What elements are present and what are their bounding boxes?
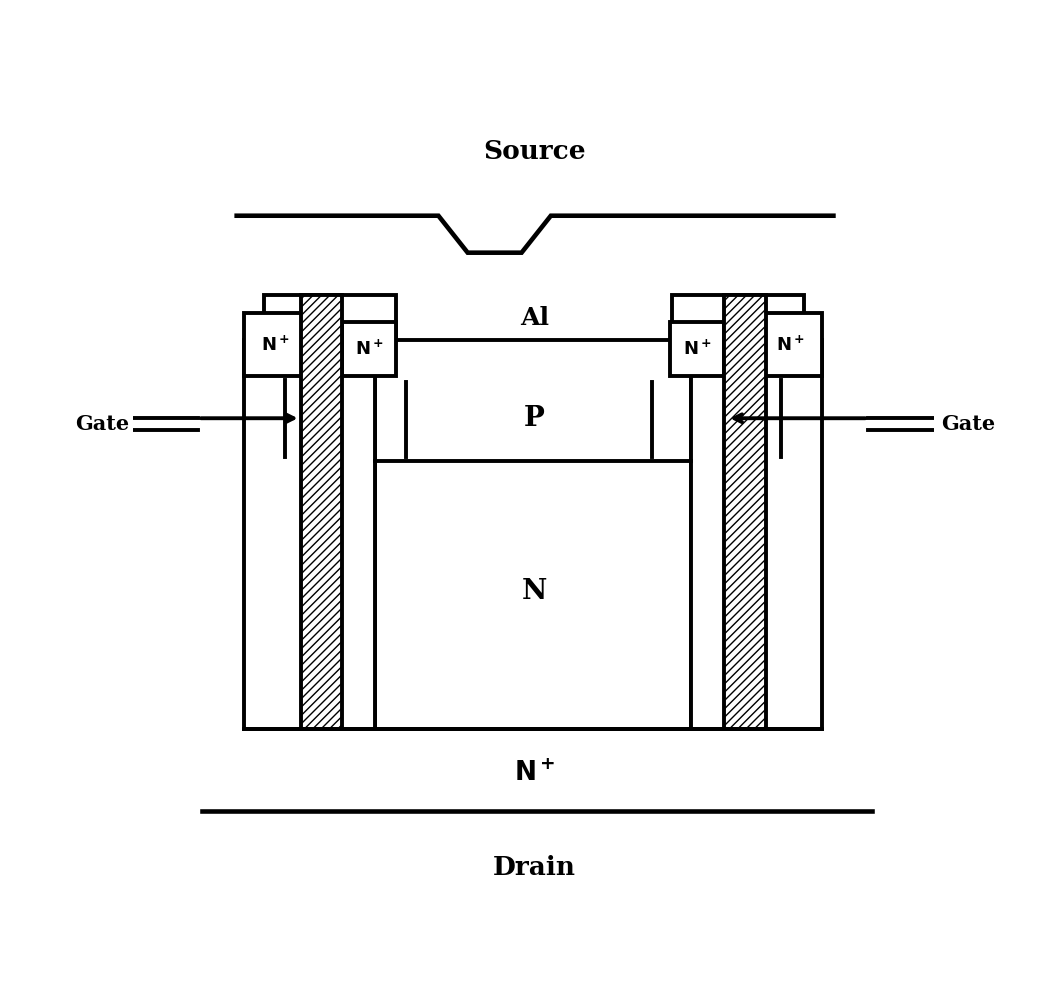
Text: $\mathbf{N^+}$: $\mathbf{N^+}$ [514, 760, 556, 786]
Bar [670, 322, 725, 376]
Bar [245, 313, 307, 376]
Text: $\mathbf{N^+}$: $\mathbf{N^+}$ [776, 336, 805, 355]
Bar [245, 340, 375, 728]
Text: $\mathbf{N^+}$: $\mathbf{N^+}$ [355, 340, 383, 359]
Bar [342, 322, 396, 376]
Text: N: N [522, 578, 548, 605]
Bar [301, 295, 342, 728]
Text: $\mathbf{N^+}$: $\mathbf{N^+}$ [261, 336, 290, 355]
Bar [759, 313, 822, 376]
Text: P: P [525, 405, 545, 432]
Bar [375, 340, 691, 728]
Text: $\mathbf{N^+}$: $\mathbf{N^+}$ [683, 340, 712, 359]
Bar [725, 295, 766, 728]
Text: Gate: Gate [75, 414, 129, 434]
Text: Source: Source [483, 138, 586, 163]
Text: Gate: Gate [941, 414, 995, 434]
Text: Al: Al [520, 307, 550, 330]
Bar [691, 340, 822, 728]
Bar [263, 295, 396, 340]
Bar [671, 295, 804, 340]
Text: Drain: Drain [493, 855, 576, 880]
